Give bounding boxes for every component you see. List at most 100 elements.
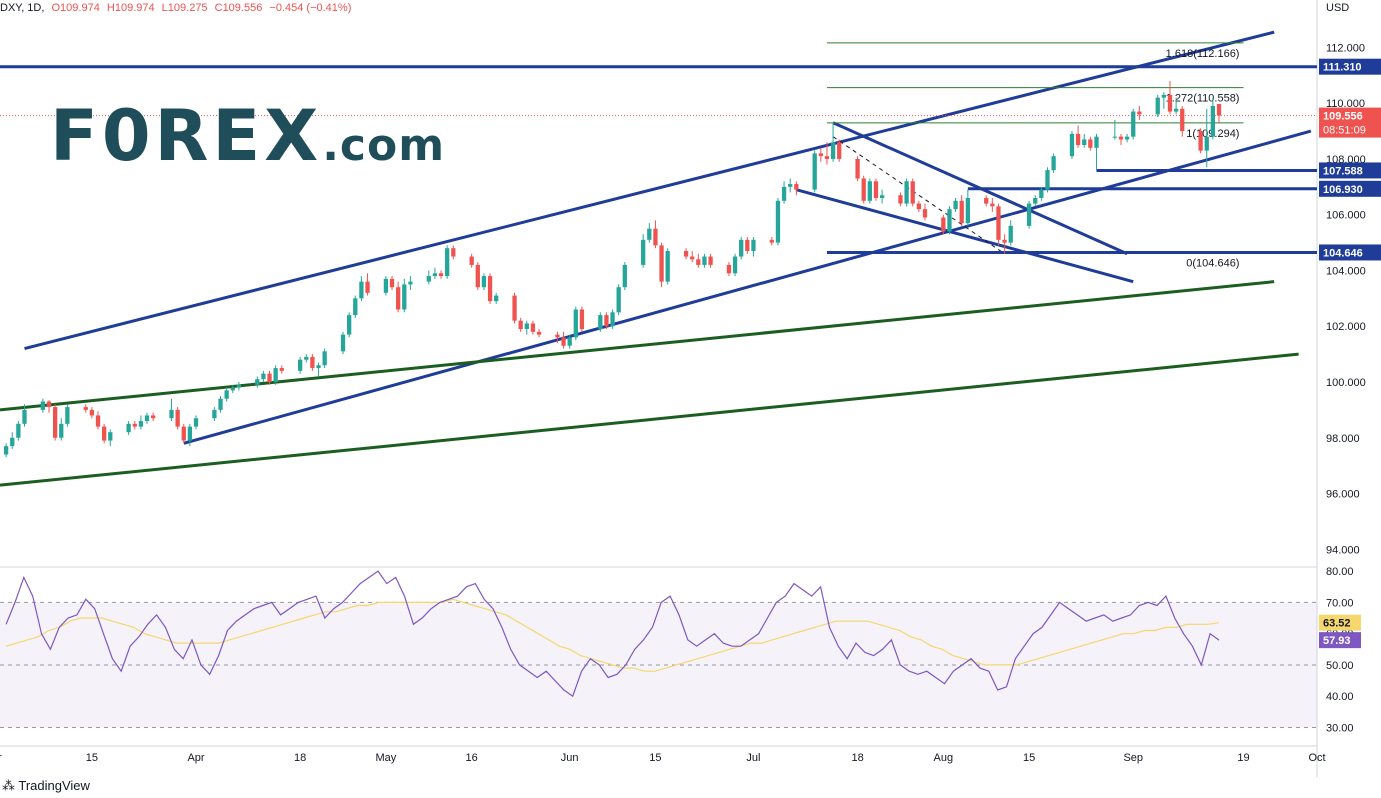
change-value: −0.454 (−0.41%) xyxy=(269,2,352,14)
time-tick-label: Aug xyxy=(934,752,954,764)
candle-body xyxy=(1118,136,1124,140)
candle-body xyxy=(622,264,627,288)
candle-body xyxy=(751,239,756,251)
candle-body xyxy=(101,426,107,441)
currency-label: USD xyxy=(1326,2,1350,14)
candle-body xyxy=(65,407,70,424)
candle-body xyxy=(732,256,738,274)
candle-body xyxy=(683,250,689,257)
candle-body xyxy=(40,401,46,410)
candle-body xyxy=(1155,97,1160,115)
candle-body xyxy=(990,203,995,207)
candle-body xyxy=(402,284,407,310)
candle-body xyxy=(1026,203,1032,226)
candle-body xyxy=(144,415,150,422)
candle-body xyxy=(824,156,830,159)
candle-body xyxy=(340,334,346,352)
candle-body xyxy=(1131,111,1136,137)
time-tick-label: 19 xyxy=(1237,752,1249,764)
candle-body xyxy=(604,315,609,327)
time-tick-label: May xyxy=(376,752,397,764)
candle-body xyxy=(922,209,928,218)
candle-body xyxy=(359,281,364,299)
candle-body xyxy=(916,203,921,210)
candle-body xyxy=(132,423,137,427)
time-tick-label: r xyxy=(0,752,2,764)
candle-body xyxy=(1075,133,1081,146)
candle-body xyxy=(1167,94,1173,112)
candle-body xyxy=(169,409,174,419)
logo-suffix: .com xyxy=(322,120,446,171)
time-tick-label: 15 xyxy=(649,752,661,764)
candle-body xyxy=(739,239,744,257)
time-tick-label: 15 xyxy=(1023,752,1035,764)
candle-body xyxy=(745,239,750,251)
time-tick-label: 18 xyxy=(851,752,863,764)
candle-body xyxy=(1180,108,1185,132)
candle-body xyxy=(610,312,615,327)
candle-body xyxy=(1069,133,1075,157)
fib-level-label: 0(104.646) xyxy=(1186,257,1239,269)
fib-level-label: 1.272(110.558) xyxy=(1166,93,1240,105)
candle-body xyxy=(769,239,774,243)
rsi-tick-label: 50.00 xyxy=(1326,660,1354,672)
tradingview-watermark: ⁂ TradingView xyxy=(2,778,90,794)
candle-body xyxy=(855,158,860,179)
rsi-line xyxy=(5,570,1220,698)
channel-trendline xyxy=(24,30,1275,350)
candle-body xyxy=(873,181,879,198)
level-price-label: 107.588 xyxy=(1323,165,1363,177)
current-price-label: 109.556 xyxy=(1323,111,1363,123)
rsi-ma-value-label-bg xyxy=(1319,614,1361,631)
candle-body xyxy=(898,195,903,204)
time-tick-label: Oct xyxy=(1308,752,1325,764)
candle-body xyxy=(726,264,732,274)
symbol-label[interactable]: DXY, 1D, xyxy=(0,2,45,14)
candle-body xyxy=(408,281,413,285)
candle-body xyxy=(904,181,909,204)
price-tick-label: 112.000 xyxy=(1326,42,1365,54)
candle-body xyxy=(432,273,438,277)
candle-body xyxy=(10,437,15,447)
candle-body xyxy=(788,184,793,187)
level-price-label-bg xyxy=(1319,58,1381,75)
channel-trendline xyxy=(183,129,1312,445)
candle-body xyxy=(126,423,131,433)
candle-body xyxy=(830,142,836,159)
candle-body xyxy=(150,415,156,419)
candle-body xyxy=(616,287,621,313)
candle-body xyxy=(438,273,444,277)
price-tick-label: 102.000 xyxy=(1326,321,1366,333)
candle-body xyxy=(567,337,572,346)
candle-body xyxy=(212,409,217,419)
candle-body xyxy=(353,298,358,316)
candle-body xyxy=(1173,108,1179,112)
candle-body xyxy=(389,278,395,288)
candle-body xyxy=(1210,106,1216,137)
candle-body xyxy=(279,368,284,371)
candle-body xyxy=(1198,131,1203,151)
candle-body xyxy=(89,409,95,416)
rsi-tick-label: 70.00 xyxy=(1326,597,1354,609)
countdown-label: 08:51:09 xyxy=(1323,125,1366,137)
candle-body xyxy=(396,287,401,310)
rsi-tick-label: 80.00 xyxy=(1326,566,1354,578)
candle-body xyxy=(175,409,180,427)
candle-body xyxy=(702,256,707,265)
candle-body xyxy=(941,217,946,232)
rsi-ma-value-label: 63.52 xyxy=(1323,618,1351,630)
support-trendline xyxy=(0,280,1275,412)
candle-body xyxy=(1033,198,1038,204)
candle-body xyxy=(298,359,303,371)
wedge-trendline xyxy=(795,188,1134,284)
time-tick-label: Apr xyxy=(187,752,204,764)
time-tick-label: Jul xyxy=(746,752,760,764)
candle-body xyxy=(1039,189,1044,198)
candle-body xyxy=(255,379,260,385)
current-price-label-bg xyxy=(1319,107,1381,138)
level-price-label: 104.646 xyxy=(1323,247,1363,259)
candle-body xyxy=(1216,103,1222,116)
support-trendline xyxy=(0,352,1299,487)
candle-body xyxy=(224,390,229,399)
candle-body xyxy=(555,334,560,338)
